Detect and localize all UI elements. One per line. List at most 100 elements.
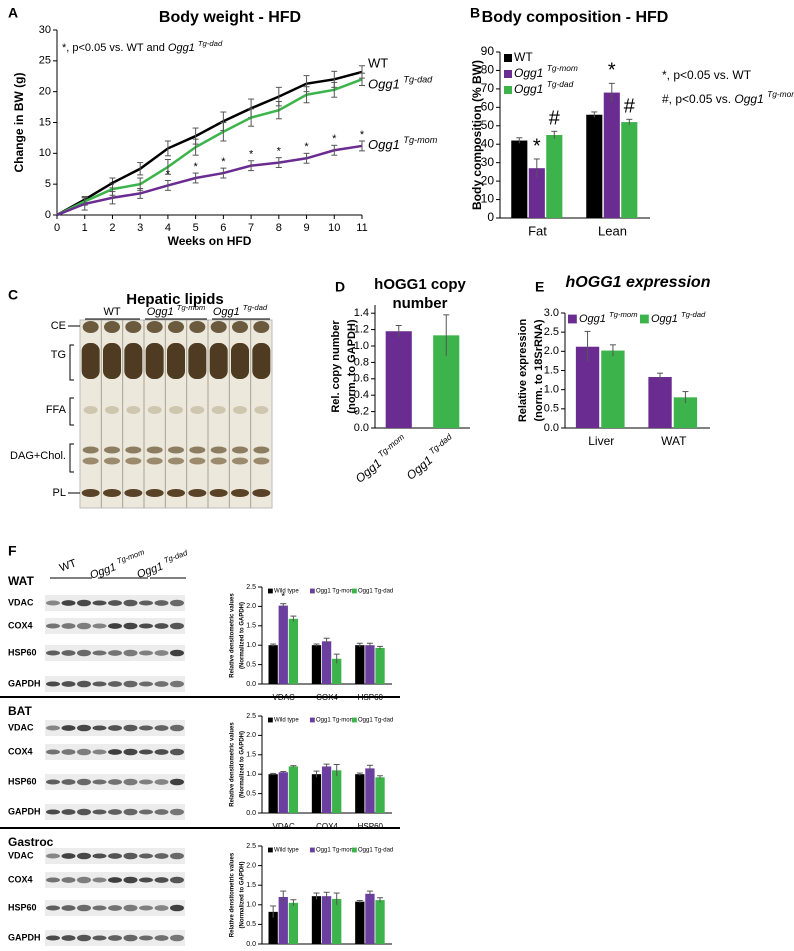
y-tick-label: 0.5 [544,403,559,415]
blot-band [170,934,184,942]
x-tick-label: Liver [588,434,614,448]
bar [673,397,698,428]
x-tick-label: Ogg1 Tg-dad [402,432,459,483]
x-tick-label: WAT [661,434,687,448]
y-tick-label: 0.0 [246,810,256,817]
bar [355,774,365,813]
y-axis-label: Relative densitometric values [230,852,236,937]
legend-label: Ogg1 Tg-mom [579,310,638,325]
blot-band [123,904,138,912]
blot-band [61,681,76,687]
blot-band [92,779,107,785]
blot-band [139,809,153,815]
x-tick-label: 8 [276,222,282,234]
y-axis-label: (Normalized to GAPDH) [240,731,246,798]
blot-band [139,600,153,606]
legend-swatch [504,54,512,62]
tlc-band [189,446,206,454]
bar [601,350,625,428]
protein-label: VDAC [8,597,34,607]
blot-band [154,779,169,785]
x-tick-label: HSP60 [358,822,384,831]
x-tick-label: 0 [54,222,60,234]
blot-band [92,681,107,687]
bar [528,168,545,218]
x-tick-label: 5 [193,222,199,234]
tlc-band [81,489,100,497]
blot-band [154,725,169,731]
protein-label: COX4 [8,874,33,884]
group-label: WT [58,557,78,574]
blot-band [61,600,76,606]
significance-mark: # [549,108,561,130]
legend-swatch [268,847,273,853]
bar [365,893,375,944]
series-line [56,70,363,217]
blot-band [139,877,153,883]
chart-title: Body weight - HFD [159,9,301,26]
legend-label: Ogg1 Tg-dad [514,79,574,96]
tlc-band [188,489,207,497]
group-label: Ogg1 Tg-mom [147,303,206,318]
y-axis-label: Change in BW (g) [12,73,26,173]
blot-band [123,599,138,607]
y-tick-label: 0 [45,209,51,221]
x-tick-label: Fat [528,223,547,238]
bar [268,774,278,813]
y-tick-label: 1.5 [544,364,559,376]
panel-letter: A [8,5,18,21]
legend-swatch [504,70,512,78]
blot-band [154,749,169,755]
tlc-band [210,321,227,333]
blot-band [61,809,76,815]
tlc-band [168,457,184,465]
blot-band [108,779,122,785]
legend-swatch [352,847,357,853]
y-tick-label: 70 [481,81,495,95]
chart-title: hOGG1 expression [566,274,711,291]
y-tick-label: 0.5 [246,921,256,928]
protein-label: HSP60 [8,776,37,786]
tlc-band [82,321,99,333]
y-axis-label: (norm. to 18SrRNA) [533,319,545,421]
y-axis-label: Relative densitometric values [230,722,236,807]
blot-band [123,724,138,732]
panel-letter: F [8,543,17,559]
blot-band [77,778,91,786]
tissue-label: WAT [8,574,34,588]
note: *, p<0.05 vs. WT [662,68,752,82]
significance-mark: * [281,591,285,602]
tlc-band [146,446,163,454]
y-tick-label: 40 [481,136,495,150]
blot-band [123,680,138,688]
tlc-band [81,343,100,379]
bar [648,377,672,428]
bar [311,645,322,684]
blot-band [46,681,60,687]
legend-label: WT [514,50,533,64]
y-tick-label: 25 [39,55,51,67]
y-tick-label: 15 [39,116,51,128]
legend-swatch [310,847,315,853]
blot-band [77,748,91,756]
tlc-band [233,406,247,414]
series-line [56,78,363,217]
x-tick-label: 1 [82,222,88,234]
blot-band [108,749,122,755]
significance-mark: * [608,60,616,82]
blot-band [77,876,91,884]
y-tick-label: 30 [481,155,495,169]
y-tick-label: 0 [487,210,494,224]
blot-band [92,853,107,859]
blot-band [77,680,91,688]
protein-label: GAPDH [8,806,41,816]
legend-swatch [310,588,315,594]
tlc-band [253,321,270,333]
legend-label: Ogg1 Tg-mom [316,589,355,595]
tlc-band [82,457,99,465]
tlc-band [210,446,227,454]
legend-label: Wild type [274,589,299,595]
legend-swatch [268,717,273,723]
tlc-band [125,457,142,465]
blot-band [108,877,122,883]
